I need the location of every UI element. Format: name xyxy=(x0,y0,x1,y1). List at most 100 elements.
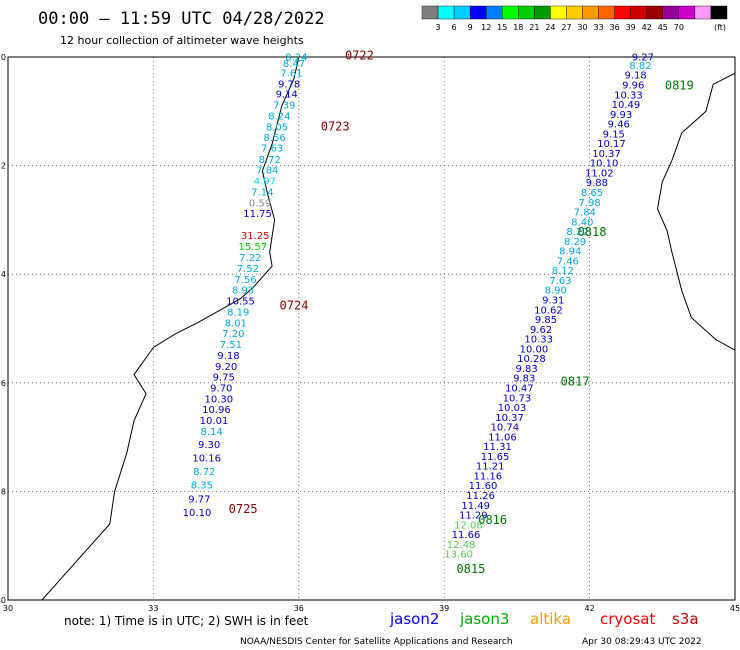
legend-label: 33 xyxy=(593,23,603,32)
swh-value: 7.51 xyxy=(220,340,242,351)
legend-label: 39 xyxy=(626,23,636,32)
swh-value: 31.25 xyxy=(241,231,270,242)
swh-value: 9.83 xyxy=(515,364,537,375)
swh-value: 15.57 xyxy=(238,242,267,253)
swh-value: 12.48 xyxy=(447,540,476,551)
swh-value: 8.01 xyxy=(225,318,247,329)
coastline-africa xyxy=(41,56,300,601)
swh-value: 7.14 xyxy=(251,188,273,199)
swh-value: 10.10 xyxy=(183,508,212,519)
wave-height-labels: 8.248.477.619.789.147.398.248.058.567.63… xyxy=(183,52,654,560)
legend-swatch xyxy=(582,5,599,20)
satellite-cryosat: cryosat xyxy=(600,610,655,628)
lat-tick-label: -30 xyxy=(0,596,6,605)
swh-value: 9.20 xyxy=(215,362,237,373)
swh-value: 9.85 xyxy=(535,315,557,326)
swh-value: 10.74 xyxy=(490,423,519,434)
swh-value: 7.61 xyxy=(280,69,302,80)
legend-swatch xyxy=(469,5,487,20)
swh-value: 8.56 xyxy=(263,133,285,144)
satellite-jason3: jason3 xyxy=(459,610,509,628)
map-title: 00:00 – 11:59 UTC 04/28/2022 xyxy=(38,9,325,29)
satellite-s3a: s3a xyxy=(672,610,699,628)
lat-tick-label: -26 xyxy=(0,379,6,388)
swh-value: 8.47 xyxy=(283,59,305,70)
swh-value: 11.29 xyxy=(459,511,488,522)
swh-value: 10.37 xyxy=(495,413,524,424)
swh-value: 7.46 xyxy=(557,256,579,267)
swh-value: 7.84 xyxy=(256,166,278,177)
swh-value: 11.02 xyxy=(585,169,614,180)
legend-swatch xyxy=(486,5,503,20)
legend-label: 6 xyxy=(452,23,457,32)
swh-value: 11.49 xyxy=(461,501,490,512)
swh-value: 9.18 xyxy=(624,71,646,82)
swh-value: 9.93 xyxy=(610,110,632,121)
swh-value: 7.98 xyxy=(578,198,600,209)
swh-value: 11.21 xyxy=(476,462,505,473)
swh-value: 8.19 xyxy=(227,308,249,319)
legend-swatch xyxy=(550,5,567,20)
time-marker: 0723 xyxy=(321,119,350,133)
swh-value: 10.00 xyxy=(520,344,549,355)
swh-value: 10.37 xyxy=(592,149,621,160)
swh-value: 8.24 xyxy=(285,52,307,63)
swh-value: 11.65 xyxy=(481,452,510,463)
legend-label: 24 xyxy=(545,23,555,32)
lat-tick-label: -28 xyxy=(0,487,6,496)
swh-value: 8.22 xyxy=(566,227,588,238)
swh-value: 8.72 xyxy=(259,155,281,166)
swh-value: 10.01 xyxy=(200,416,229,427)
legend-label: 12 xyxy=(481,23,491,32)
lon-tick-label: 39 xyxy=(439,604,449,613)
legend-label: 70 xyxy=(674,23,684,32)
legend-swatch xyxy=(630,5,647,20)
swh-value: 8.05 xyxy=(266,122,288,133)
swh-value: 7.39 xyxy=(273,101,295,112)
time-marker: 0724 xyxy=(280,299,309,313)
swh-value: 10.33 xyxy=(524,335,553,346)
swh-value: 8.35 xyxy=(191,481,213,492)
swh-value: 9.15 xyxy=(603,129,625,140)
swh-value: 11.75 xyxy=(243,209,272,220)
swh-value: 8.94 xyxy=(559,247,581,258)
lon-tick-label: 36 xyxy=(294,604,304,613)
lat-tick-label: -24 xyxy=(0,270,6,279)
legend-swatch xyxy=(518,5,535,20)
lon-tick-label: 33 xyxy=(148,604,158,613)
legend-label: 30 xyxy=(577,23,587,32)
swh-value: 9.83 xyxy=(513,374,535,385)
time-marker: 0815 xyxy=(456,562,485,576)
swh-value: 10.62 xyxy=(534,305,563,316)
swh-value: 10.96 xyxy=(202,405,231,416)
swh-value: 7.56 xyxy=(234,275,256,286)
legend-label: 3 xyxy=(436,23,441,32)
map-frame xyxy=(7,56,736,601)
time-labels: 0722 0723 0724 0725 0819 0818 0817 0816 0815 xyxy=(229,49,694,576)
swh-value: 9.14 xyxy=(276,90,298,101)
swh-value: 11.26 xyxy=(466,491,495,502)
swh-value: 9.70 xyxy=(210,384,232,395)
legend-label: 36 xyxy=(610,23,620,32)
legend-label: 15 xyxy=(497,23,507,32)
swh-value: 8.93 xyxy=(232,286,254,297)
swh-value: 10.03 xyxy=(498,403,527,414)
legend-label: 27 xyxy=(561,23,571,32)
swh-value: 9.75 xyxy=(213,373,235,384)
swh-value: 8.24 xyxy=(268,111,290,122)
swh-value: 8.12 xyxy=(552,266,574,277)
swh-value: 11.66 xyxy=(452,530,481,541)
legend-swatch xyxy=(678,5,696,20)
legend-label: 42 xyxy=(642,23,652,32)
legend-swatch xyxy=(453,5,471,20)
time-marker: 0722 xyxy=(345,49,374,63)
swh-value: 8.72 xyxy=(193,467,215,478)
coastline-madagascar xyxy=(656,72,736,351)
time-marker: 0819 xyxy=(665,79,694,93)
swh-value: 8.82 xyxy=(629,61,651,72)
lon-tick-label: 30 xyxy=(3,604,13,613)
swh-value: 7.52 xyxy=(237,264,259,275)
legend-swatch xyxy=(614,5,631,20)
swh-value: 8.29 xyxy=(564,237,586,248)
